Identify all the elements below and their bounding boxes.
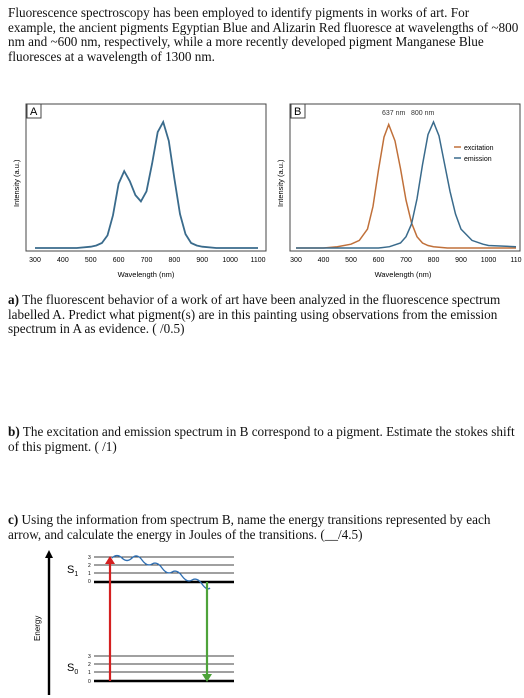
vibrational-relaxation-arrow	[111, 554, 211, 590]
question-c-label: c)	[8, 512, 19, 527]
s0-vib-0: 0	[88, 679, 91, 685]
question-a-label: a)	[8, 292, 19, 307]
chart-a-emission-line	[35, 119, 258, 249]
chart-a-xtick-label: 500	[85, 257, 97, 264]
chart-b-emission-line	[296, 120, 517, 249]
chart-b-panel-label-box	[290, 103, 306, 119]
s1-vib-3: 3	[88, 555, 91, 561]
chart-a-xtick-label: 800	[169, 257, 181, 264]
chart-b-xtick-label: 700	[400, 257, 412, 264]
chart-b-ticks: 300 400 500 600 700 800 900 1000 110	[290, 257, 522, 264]
chart-b-xlabel: Wavelength (nm)	[375, 270, 432, 279]
chart-a-xtick-label: 300	[29, 257, 41, 264]
question-a-text: The fluorescent behavior of a work of ar…	[8, 292, 501, 337]
s1-vib-2: 2	[88, 563, 91, 569]
chart-a-panel-label: A	[30, 106, 38, 118]
question-a: a) The fluorescent behavior of a work of…	[8, 292, 520, 337]
spectrum-a-chart: A Intensity (a.u.) Wavelength (nm) 300 40…	[12, 103, 267, 279]
question-c-text: Using the information from spectrum B, n…	[8, 512, 491, 542]
absorption-arrowhead	[105, 556, 115, 564]
energy-diagram: Energy S1 3 2 1 0 S0 3 2 1 0	[33, 550, 234, 695]
chart-b-xtick-label: 500	[345, 257, 357, 264]
chart-a-xtick-label: 400	[57, 257, 69, 264]
chart-a-ylabel: Intensity (a.u.)	[12, 159, 21, 207]
chart-b-xtick-label: 300	[290, 257, 302, 264]
chart-b-excitation-line	[296, 122, 516, 249]
chart-b-annotation-800: 800 nm	[411, 110, 435, 117]
s0-label: S0	[67, 662, 78, 676]
chart-b-xtick-label: 110	[510, 257, 521, 264]
question-b-text: The excitation and emission spectrum in …	[8, 424, 515, 454]
legend-label-emission: emission	[464, 156, 492, 163]
chart-b-ylabel: Intensity (a.u.)	[276, 159, 285, 207]
chart-a-xtick-label: 900	[196, 257, 208, 264]
question-c: c) Using the information from spectrum B…	[8, 512, 520, 542]
chart-a-xtick-label: 600	[113, 257, 125, 264]
chart-a-panel-label-box	[26, 103, 42, 119]
energy-axis-label: Energy	[33, 616, 42, 641]
chart-a-xtick-label: 700	[141, 257, 153, 264]
s1-vib-1: 1	[88, 571, 91, 577]
chart-a-xtick-label: 1100	[250, 257, 265, 264]
question-b: b) The excitation and emission spectrum …	[8, 424, 520, 454]
question-b-label: b)	[8, 424, 20, 439]
chart-b-xtick-label: 1000	[481, 257, 497, 264]
emission-arrowhead	[202, 674, 212, 682]
spectrum-b-chart: B Intensity (a.u.) Wavelength (nm) 637 n…	[276, 103, 522, 279]
s0-vib-2: 2	[88, 662, 91, 668]
intro-paragraph: Fluorescence spectroscopy has been emplo…	[8, 5, 519, 64]
s1-vib-0: 0	[88, 579, 91, 585]
chart-a-frame	[25, 103, 267, 252]
chart-a-xtick-label: 1000	[222, 257, 238, 264]
chart-b-panel-label: B	[294, 106, 301, 118]
energy-axis-arrowhead	[45, 550, 53, 558]
chart-b-xtick-label: 600	[373, 257, 385, 264]
chart-a-ticks: 300 400 500 600 700 800 900 1000 1100	[29, 257, 265, 264]
s0-vib-3: 3	[88, 654, 91, 660]
chart-b-xtick-label: 900	[455, 257, 467, 264]
s1-label: S1	[67, 564, 78, 578]
chart-b-xtick-label: 800	[428, 257, 440, 264]
chart-a-xlabel: Wavelength (nm)	[118, 270, 175, 279]
chart-b-xtick-label: 400	[318, 257, 330, 264]
s0-vib-1: 1	[88, 670, 91, 676]
legend-label-excitation: excitation	[464, 145, 494, 152]
chart-b-frame	[289, 103, 521, 252]
chart-b-annotation-637: 637 nm	[382, 110, 406, 117]
